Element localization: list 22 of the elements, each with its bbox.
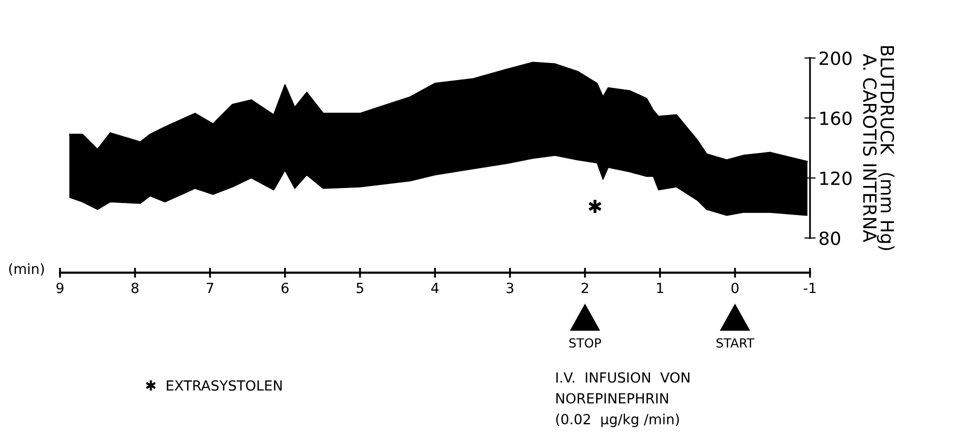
y-tick-label: 160 [820, 111, 852, 126]
annotation: ✱ [588, 200, 602, 213]
text: STOP [569, 338, 602, 348]
x-tick-label: -1 [804, 282, 816, 293]
x-tick-label: 5 [356, 282, 364, 294]
x-tick-label: 9 [56, 282, 64, 294]
text: ✱ EXTRASYSTOLEN [146, 380, 282, 391]
y-tick-label: 120 [820, 171, 852, 186]
y-axis-title: BLUTDRUCK (mm Hg) A. CAROTIS INTERNA [863, 46, 894, 250]
x-tick-label: 4 [431, 282, 439, 293]
x-tick-label: 0 [731, 282, 738, 294]
x-tick-label: 1 [657, 282, 664, 293]
y-tick-label: 80 [820, 231, 840, 246]
x-tick-label: 2 [582, 282, 588, 293]
text: START [716, 338, 754, 348]
x-tick-label: 3 [506, 282, 514, 294]
x-tick-label: 8 [132, 282, 138, 294]
x-tick-label: 6 [282, 282, 289, 294]
x-axis-title: (min) [9, 263, 44, 276]
x-tick-label: 7 [206, 282, 214, 293]
text: I.V. INFUSION VON NOREPINEPHRIN (0.02 μg/kg /min) [556, 372, 690, 428]
y-tick-label: 200 [820, 51, 852, 66]
